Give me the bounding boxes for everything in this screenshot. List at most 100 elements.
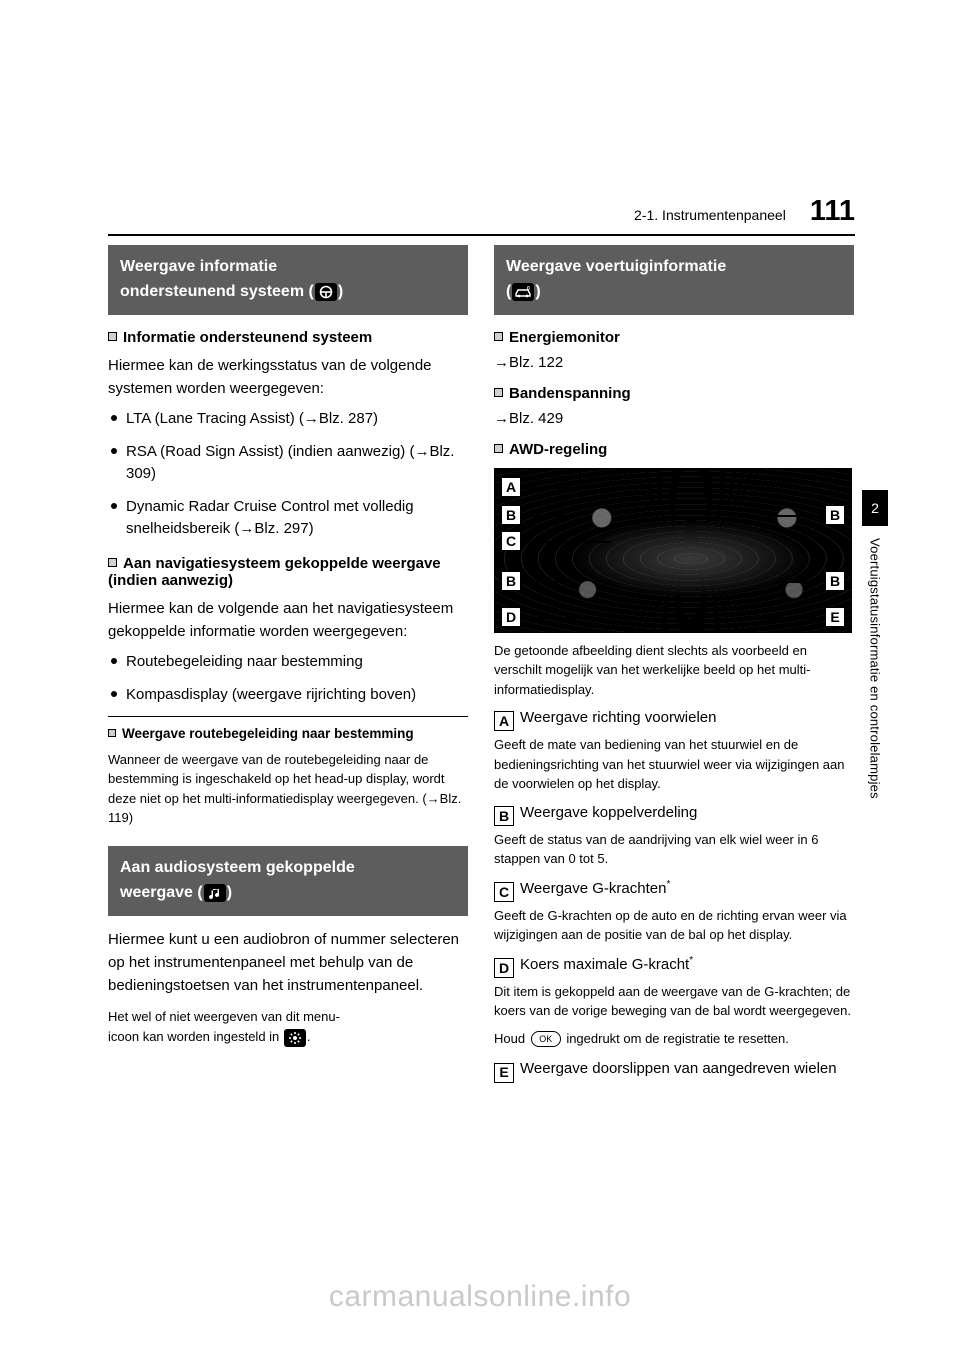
square-bullet-icon xyxy=(108,332,117,341)
text-fragment: . xyxy=(307,1029,311,1044)
figure-caption: De getoonde afbeelding dient slechts als… xyxy=(494,641,854,700)
page-ref: →Blz. 429 xyxy=(494,410,854,427)
item-d-desc: Dit item is gekoppeld aan de weergave va… xyxy=(494,982,854,1021)
subhead-text: Aan navigatiesysteem gekoppelde weergave… xyxy=(108,555,441,589)
figure-label-b: B xyxy=(825,571,845,591)
item-b-desc: Geeft de status van de aandrijving van e… xyxy=(494,830,854,869)
steering-assist-icon xyxy=(315,283,337,301)
page-header: 2-1. Instrumentenpaneel 111 xyxy=(108,195,855,236)
figure-label-b: B xyxy=(825,505,845,525)
item-title-text: Koers maximale G-kracht xyxy=(520,956,689,973)
figure-label-d: D xyxy=(501,607,521,627)
bullet-item: LTA (Lane Tracing Assist) (→Blz. 287) xyxy=(108,408,468,431)
item-c-title: C Weergave G-krachten* xyxy=(494,879,854,902)
section-header-driving-support: Weergave informatie ondersteunend systee… xyxy=(108,245,468,315)
heading-line2-suffix: ) xyxy=(227,884,232,901)
subhead-text: Bandenspanning xyxy=(509,385,631,402)
subhead-info-system: Informatie ondersteunend systeem xyxy=(108,329,468,346)
subhead-text: Energiemonitor xyxy=(509,329,620,346)
page: 2-1. Instrumentenpaneel 111 2 Voertuigst… xyxy=(0,0,960,1358)
heading-line2-prefix: ( xyxy=(506,283,511,300)
subhead-text: AWD-regeling xyxy=(509,441,607,458)
text-fragment: icoon kan worden ingesteld in xyxy=(108,1029,283,1044)
heading-line1: Weergave informatie xyxy=(120,258,277,275)
chapter-number: 2 xyxy=(862,490,888,526)
side-tab: 2 Voertuigstatusinformatie en controlela… xyxy=(862,490,888,799)
figure-label-b: B xyxy=(501,571,521,591)
reset-instruction: Houd OK ingedrukt om de registratie te r… xyxy=(494,1029,854,1049)
key-label-c: C xyxy=(494,882,514,902)
audio-paragraph: Hiermee kunt u een audiobron of nummer s… xyxy=(108,928,468,998)
square-bullet-icon xyxy=(108,558,117,567)
awd-figure: A B C B D B B E xyxy=(494,468,852,633)
note-subhead: Weergave routebegeleiding naar bestemmin… xyxy=(108,725,468,744)
intro-paragraph: Hiermee kan de werkingsstatus van de vol… xyxy=(108,354,468,401)
bullet-item: Dynamic Radar Cruise Control met volledi… xyxy=(108,496,468,541)
item-a-desc: Geeft de mate van bediening van het stuu… xyxy=(494,735,854,794)
key-label-a: A xyxy=(494,711,514,731)
subhead-tire: Bandenspanning xyxy=(494,385,854,402)
nav-intro-paragraph: Hiermee kan de volgende aan het navigati… xyxy=(108,597,468,644)
key-label-d: D xyxy=(494,958,514,978)
item-d-title: D Koers maximale G-kracht* xyxy=(494,955,854,978)
asterisk: * xyxy=(666,879,670,890)
heading-line1: Weergave voertuiginformatie xyxy=(506,258,726,275)
audio-icon xyxy=(204,884,226,902)
right-column: Weergave voertuiginformatie ( 0 ) Energi… xyxy=(494,245,854,1087)
figure-label-a: A xyxy=(501,477,521,497)
key-label-e: E xyxy=(494,1063,514,1083)
figure-label-b: B xyxy=(501,505,521,525)
item-title-text: Weergave richting voorwielen xyxy=(520,709,717,726)
item-title-text: Weergave doorslippen van aangedreven wie… xyxy=(520,1060,837,1077)
vehicle-info-icon: 0 xyxy=(512,283,534,301)
item-title-text: Weergave koppelverdeling xyxy=(520,804,697,821)
bullet-item: Routebegeleiding naar bestemming xyxy=(108,651,468,674)
page-number: 111 xyxy=(810,195,855,228)
watermark: carmanualsonline.info xyxy=(0,1280,960,1314)
bullet-list-systems: LTA (Lane Tracing Assist) (→Blz. 287) RS… xyxy=(108,408,468,541)
bullet-list-nav: Routebegeleiding naar bestemming Kompasd… xyxy=(108,651,468,706)
audio-settings-note: Het wel of niet weergeven van dit menu- … xyxy=(108,1007,468,1047)
heading-line2-suffix: ) xyxy=(535,283,540,300)
square-bullet-icon xyxy=(108,729,116,737)
divider xyxy=(108,716,468,717)
bullet-item: Kompasdisplay (weergave rijrichting bove… xyxy=(108,684,468,707)
text-fragment: Houd xyxy=(494,1031,529,1046)
settings-gear-icon xyxy=(284,1029,306,1047)
subhead-text: Informatie ondersteunend systeem xyxy=(123,329,372,346)
asterisk: * xyxy=(689,955,693,966)
bullet-item: RSA (Road Sign Assist) (indien aanwezig)… xyxy=(108,441,468,486)
note-title: Weergave routebegeleiding naar bestemmin… xyxy=(122,726,414,741)
item-e-title: E Weergave doorslippen van aangedreven wi… xyxy=(494,1058,854,1083)
item-c-desc: Geeft de G-krachten op de auto en de ric… xyxy=(494,906,854,945)
content-area: Weergave informatie ondersteunend systee… xyxy=(108,245,855,1087)
key-label-b: B xyxy=(494,806,514,826)
section-label: 2-1. Instrumentenpaneel xyxy=(634,207,786,223)
item-b-title: B Weergave koppelverdeling xyxy=(494,804,854,826)
awd-figure-graphic xyxy=(495,469,851,632)
left-column: Weergave informatie ondersteunend systee… xyxy=(108,245,468,1087)
subhead-nav-linked: Aan navigatiesysteem gekoppelde weergave… xyxy=(108,555,468,589)
heading-line2-suffix: ) xyxy=(338,283,343,300)
square-bullet-icon xyxy=(494,332,503,341)
heading-line1: Aan audiosysteem gekoppelde xyxy=(120,859,355,876)
subhead-energy: Energiemonitor xyxy=(494,329,854,346)
section-header-vehicle-info: Weergave voertuiginformatie ( 0 ) xyxy=(494,245,854,315)
subhead-awd: AWD-regeling xyxy=(494,441,854,458)
svg-text:0: 0 xyxy=(527,286,530,292)
text-fragment: Het wel of niet weergeven van dit menu- xyxy=(108,1009,340,1024)
section-header-audio: Aan audiosysteem gekoppelde weergave ( ) xyxy=(108,846,468,916)
item-a-title: A Weergave richting voorwielen xyxy=(494,709,854,731)
square-bullet-icon xyxy=(494,444,503,453)
square-bullet-icon xyxy=(494,388,503,397)
heading-line2-prefix: ondersteunend systeem ( xyxy=(120,283,314,300)
figure-label-c: C xyxy=(501,531,521,551)
note-body: Wanneer de weergave van de routebegeleid… xyxy=(108,750,468,828)
ok-button-icon: OK xyxy=(531,1031,561,1047)
text-fragment: ingedrukt om de registratie te resetten. xyxy=(563,1031,789,1046)
chapter-title: Voertuigstatusinformatie en controlelamp… xyxy=(868,538,883,799)
figure-label-e: E xyxy=(825,607,845,627)
heading-line2-prefix: weergave ( xyxy=(120,884,203,901)
page-ref: →Blz. 122 xyxy=(494,354,854,371)
item-title-text: Weergave G-krachten xyxy=(520,880,666,897)
